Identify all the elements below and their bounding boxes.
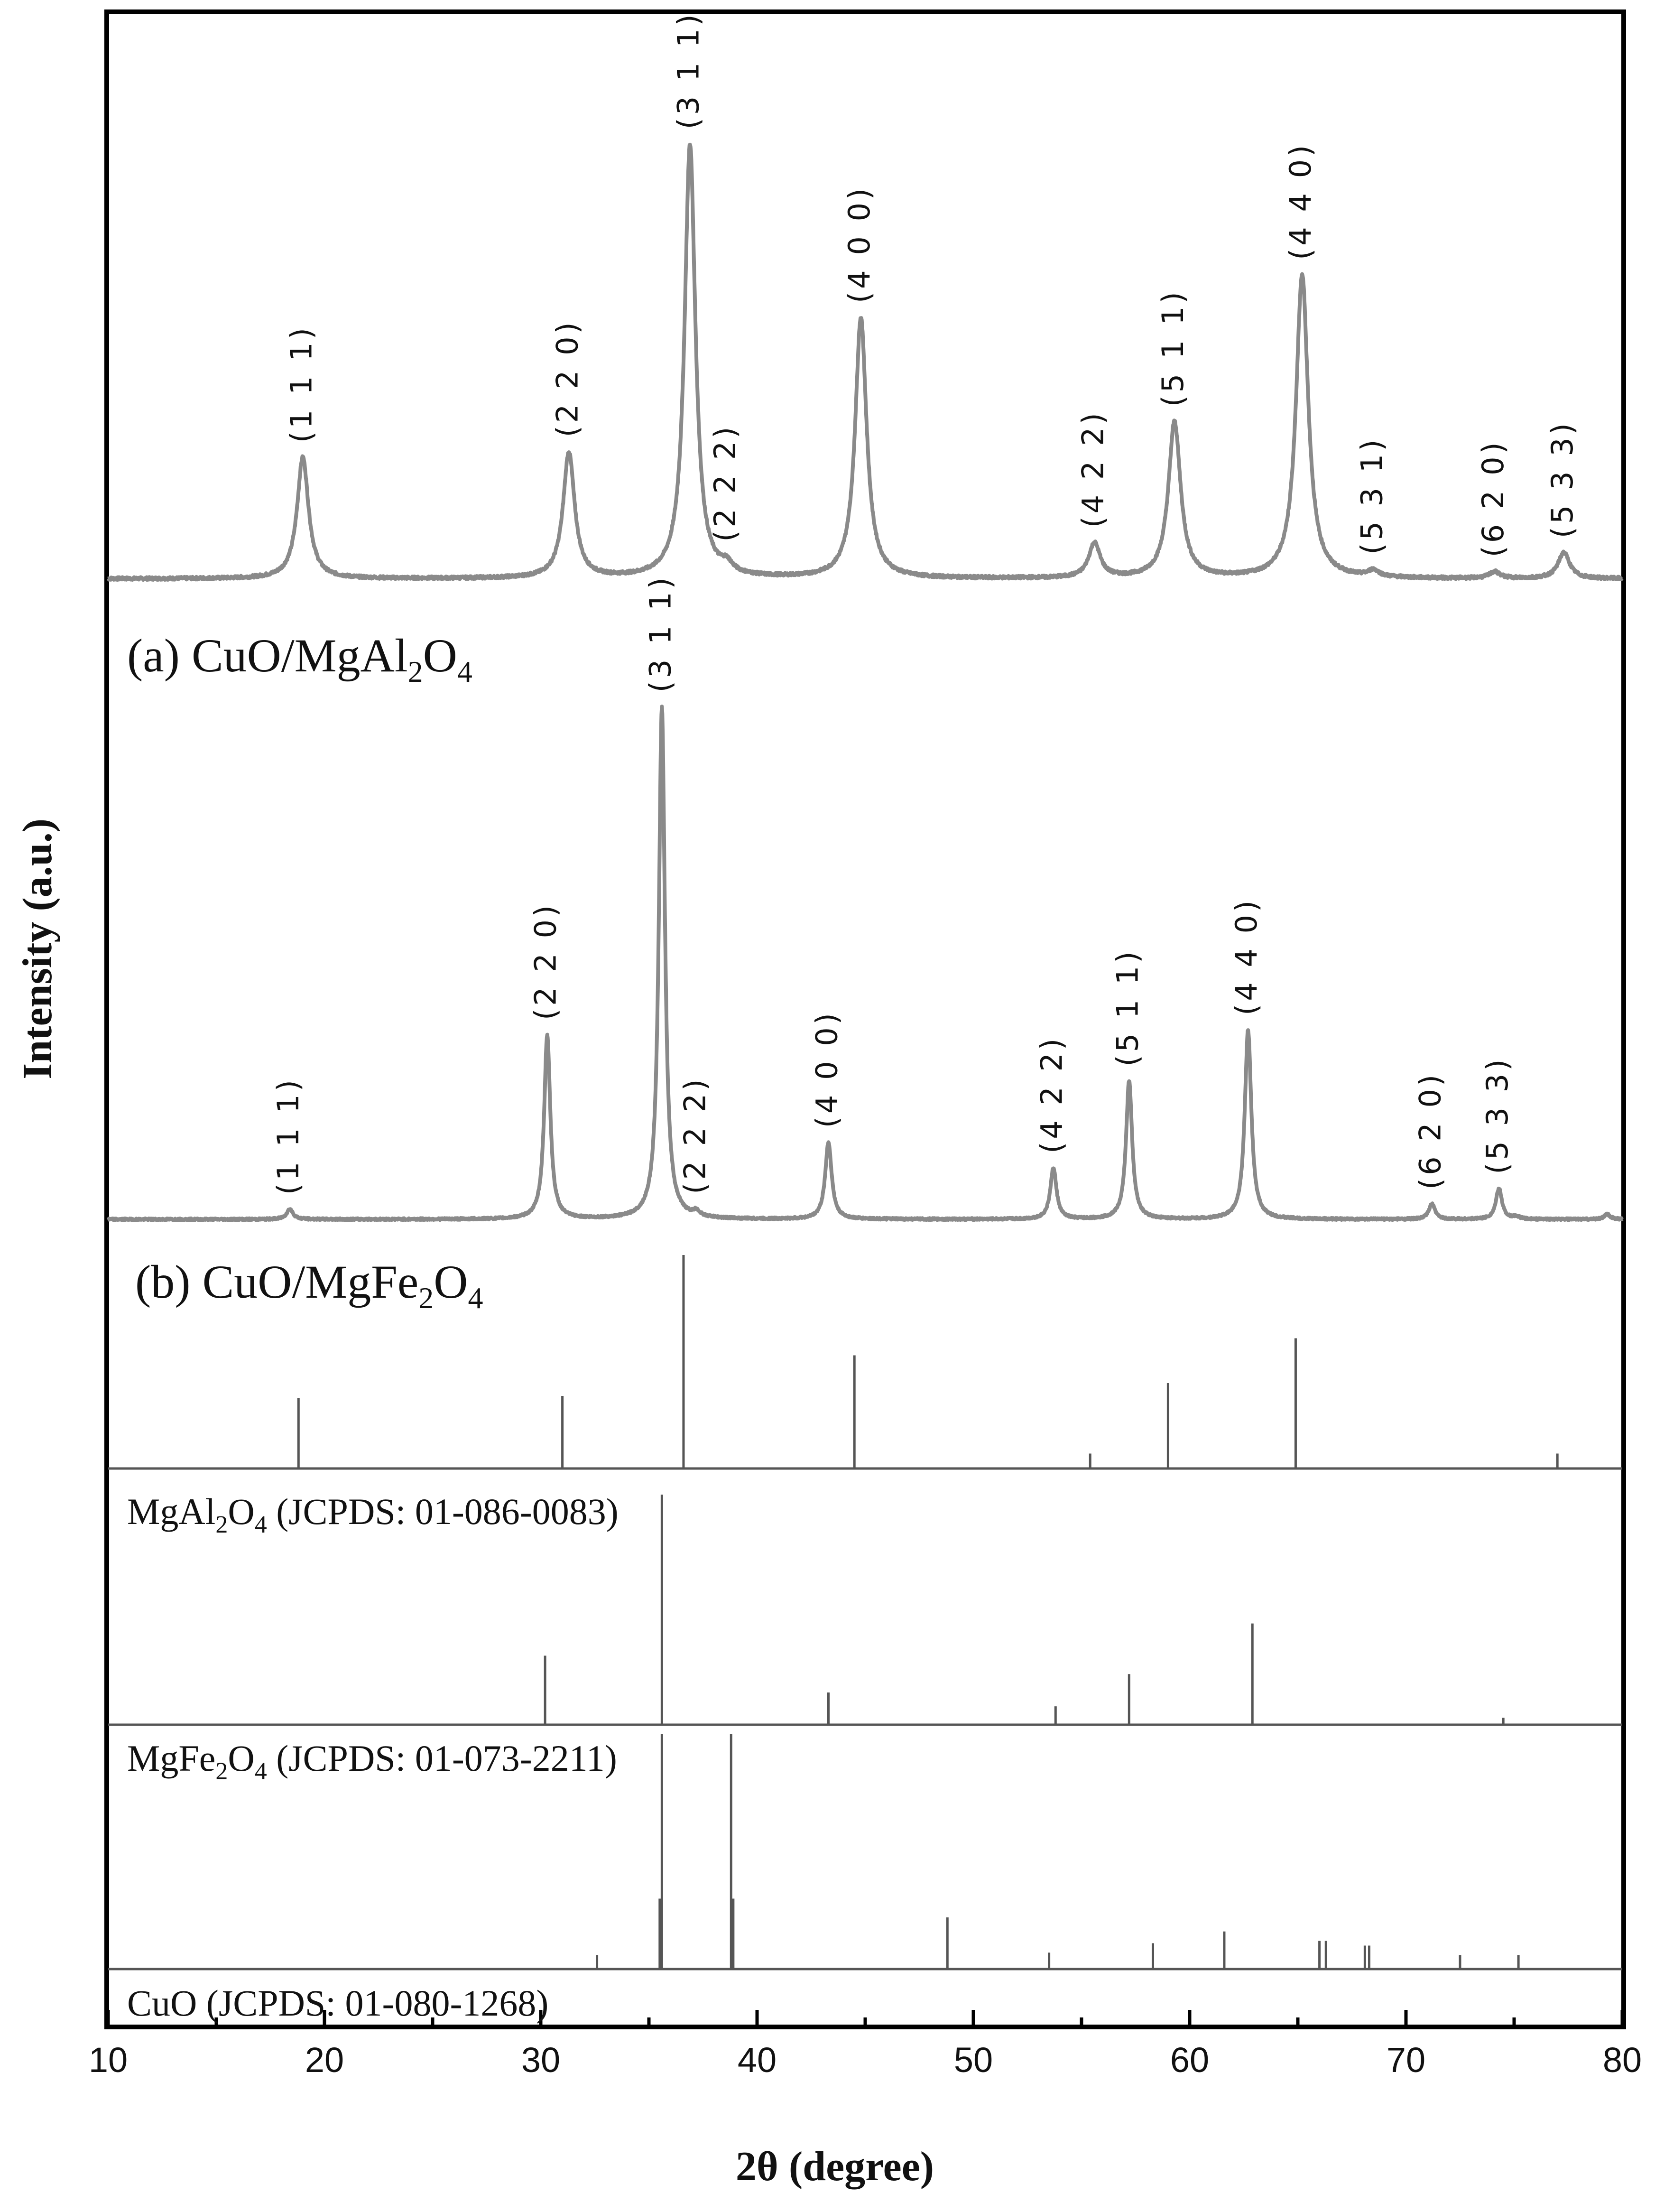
hkl-label: (2 2 0) [528,902,563,1020]
x-tick-label: 70 [1387,2040,1425,2080]
hkl-label: (2 2 2) [677,1077,712,1194]
hkl-label: (3 1 1) [643,575,677,692]
hkl-label: (4 0 0) [842,186,877,303]
hkl-label: (5 1 1) [1110,948,1145,1066]
hkl-label: (6 2 0) [1476,439,1510,557]
reference-patterns [108,1255,1622,1970]
hkl-label: (4 2 2) [1075,410,1110,528]
hkl-label: (4 0 0) [809,1010,844,1128]
hkl-label: (5 1 1) [1156,289,1190,407]
hkl-label: (5 3 3) [1545,420,1580,538]
hkl-label: (1 1 1) [284,325,318,443]
hkl-label: (1 1 1) [271,1077,305,1195]
sample-b-pattern [106,705,1624,1222]
hkl-label: (4 4 0) [1229,898,1264,1015]
x-axis-title: 2θ (degree) [736,2144,934,2190]
hkl-label: (2 2 2) [708,424,742,542]
sample-a-pattern [106,142,1624,582]
x-tick-label: 40 [738,2040,777,2080]
x-tick-label: 10 [89,2040,128,2080]
x-tick-label: 20 [305,2040,344,2080]
sample-b-label: (b) CuO/MgFe2O4 [135,1255,483,1315]
ref-mgal2o4-label: MgAl2O4 (JCPDS: 01-086-0083) [127,1491,619,1538]
hkl-label: (5 3 1) [1355,437,1389,555]
hkl-label: (4 2 2) [1035,1036,1069,1153]
hkl-label: (2 2 0) [550,319,584,437]
x-axis: 10 20 30 40 50 60 70 80 [89,2010,1642,2080]
ref-mgfe2o4-label: MgFe2O4 (JCPDS: 01-073-2211) [127,1738,617,1785]
x-tick-label: 80 [1603,2040,1642,2080]
hkl-label: (3 1 1) [671,11,706,129]
x-tick-label: 50 [954,2040,993,2080]
hkl-label: (6 2 0) [1413,1072,1448,1190]
x-tick-label: 60 [1170,2040,1209,2080]
ref-cuo-label: CuO (JCPDS: 01-080-1268) [127,1982,548,2024]
x-tick-label: 30 [521,2040,560,2080]
hkl-label: (5 3 3) [1480,1057,1515,1174]
sample-a-label: (a) CuO/MgAl2O4 [127,629,472,688]
hkl-label: (4 4 0) [1283,142,1318,260]
y-axis-title: Intensity (a.u.) [15,818,61,1079]
sample-patterns: (1 1 1) (2 2 0) (3 1 1) (2 2 2) (4 0 0) (4 2 … [106,11,1624,1222]
